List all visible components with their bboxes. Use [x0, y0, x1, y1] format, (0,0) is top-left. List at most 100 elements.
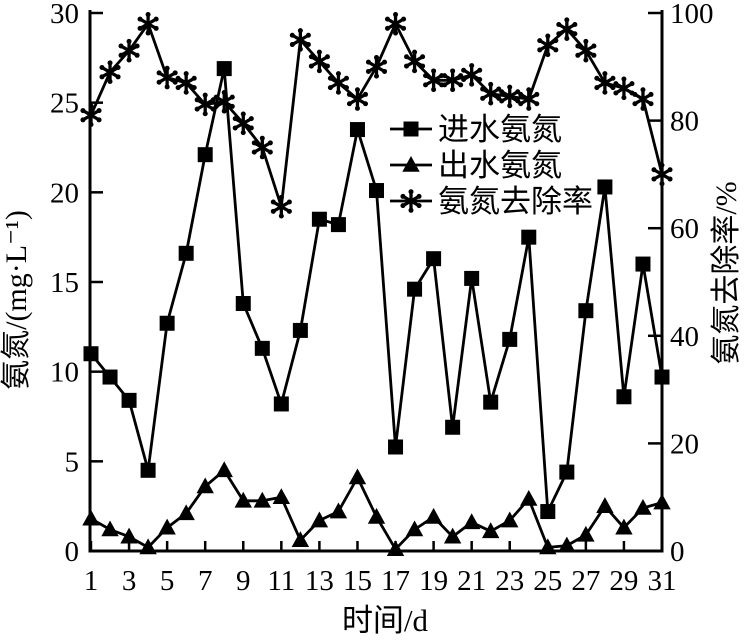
x-tick-label: 17: [381, 565, 410, 597]
square-marker-icon: [654, 369, 670, 385]
asterisk-marker-icon: [346, 87, 369, 111]
x-tick-label: 13: [305, 565, 334, 597]
legend-asterisk-icon: [400, 189, 422, 213]
triangle-marker-icon: [196, 477, 214, 494]
square-marker-icon: [483, 394, 499, 410]
triangle-marker-icon: [120, 527, 138, 544]
square-marker-icon: [102, 369, 118, 385]
y-left-tick-label: 0: [65, 536, 80, 568]
asterisk-marker-icon: [613, 76, 635, 101]
triangle-marker-icon: [234, 491, 252, 508]
asterisk-marker-icon: [137, 11, 159, 36]
x-tick-label: 9: [236, 565, 251, 597]
asterisk-marker-icon: [118, 38, 140, 63]
legend-triangle-icon: [402, 156, 420, 172]
asterisk-marker-icon: [499, 84, 521, 109]
legend-item-removal: 氨氮去除率: [390, 184, 593, 219]
legend-item-influent: 进水氨氮: [390, 112, 562, 147]
square-marker-icon: [235, 296, 251, 312]
triangle-marker-icon: [596, 497, 614, 513]
axis-lines: [88, 10, 664, 553]
y-left-tick-label: 30: [50, 0, 79, 30]
triangle-marker-icon: [443, 527, 462, 544]
y-right-tick-label: 80: [670, 106, 699, 138]
asterisk-marker-icon: [575, 38, 597, 63]
legend-item-effluent: 出水氨氮: [390, 148, 562, 183]
triangle-marker-icon: [253, 491, 271, 508]
square-marker-icon: [559, 464, 575, 480]
asterisk-marker-icon: [400, 189, 422, 213]
square-marker-icon: [388, 439, 404, 455]
legend-label-removal: 氨氮去除率: [438, 184, 593, 219]
triangle-marker-icon: [462, 513, 481, 530]
plot-area: 1 3 5 7 9 11 13 15 17 19 21 23 25 27 29 310510152025300…: [50, 0, 714, 597]
x-tick-label: 7: [198, 565, 213, 597]
asterisk-marker-icon: [461, 63, 483, 87]
y-right-tick-label: 20: [670, 428, 699, 460]
square-marker-icon: [597, 179, 613, 195]
triangle-marker-icon: [501, 511, 519, 528]
asterisk-marker-icon: [404, 49, 426, 74]
triangle-marker-icon: [101, 520, 119, 537]
triangle-marker-icon: [348, 468, 367, 485]
asterisk-marker-icon: [175, 71, 197, 95]
asterisk-marker-icon: [594, 71, 616, 95]
y-left-tick-label: 25: [50, 88, 79, 120]
series-triangle: [82, 461, 671, 557]
square-marker-icon: [159, 315, 175, 331]
square-marker-icon: [635, 256, 651, 272]
asterisk-marker-icon: [556, 17, 578, 41]
triangle-marker-icon: [539, 538, 557, 555]
asterisk-marker-icon: [518, 87, 540, 111]
square-marker-icon: [369, 183, 384, 199]
square-marker-icon: [502, 331, 518, 347]
y-left-tick-label: 15: [50, 267, 79, 299]
square-marker-icon: [349, 122, 365, 138]
asterisk-marker-icon: [194, 92, 216, 117]
asterisk-marker-icon: [384, 11, 407, 36]
asterisk-marker-icon: [270, 194, 292, 219]
x-tick-label: 1: [84, 565, 99, 597]
x-axis-title: 时间/d: [342, 603, 429, 638]
series-asterisk: [80, 11, 673, 219]
y-left-tick-label: 20: [50, 177, 79, 209]
y-axis-left-title: 氨氮/(mg·L⁻¹): [0, 210, 33, 390]
series-line: [89, 67, 664, 513]
legend-label-influent: 进水氨氮: [438, 112, 562, 147]
asterisk-marker-icon: [365, 55, 388, 79]
triangle-marker-icon: [272, 488, 291, 504]
triangle-marker-icon: [310, 511, 329, 528]
square-marker-icon: [464, 270, 480, 286]
triangle-marker-icon: [367, 507, 386, 524]
square-marker-icon: [140, 462, 156, 478]
square-marker-icon: [197, 147, 213, 163]
square-marker-icon: [311, 211, 327, 227]
triangle-marker-icon: [653, 493, 671, 510]
triangle-marker-icon: [577, 525, 595, 542]
y-right-tick-label: 100: [670, 0, 714, 30]
asterisk-marker-icon: [251, 135, 273, 160]
triangle-marker-icon: [291, 531, 310, 548]
asterisk-marker-icon: [99, 60, 121, 84]
y-left-tick-label: 10: [50, 357, 79, 389]
asterisk-marker-icon: [308, 49, 330, 74]
triangle-marker-icon: [177, 504, 195, 521]
square-marker-icon: [445, 419, 461, 435]
triangle-marker-icon: [402, 156, 420, 172]
x-tick-label: 5: [160, 565, 175, 597]
x-tick-label: 15: [343, 565, 372, 597]
y-right-tick-label: 60: [670, 213, 699, 245]
asterisk-marker-icon: [651, 162, 673, 187]
square-marker-icon: [292, 322, 308, 338]
triangle-marker-icon: [215, 461, 233, 478]
x-tick-label: 23: [495, 565, 524, 597]
triangle-marker-icon: [520, 489, 538, 506]
x-axis-ticks: 1 3 5 7 9 11 13 15 17 19 21 23 25 27 29 31: [84, 541, 677, 597]
triangle-marker-icon: [558, 536, 576, 553]
triangle-marker-icon: [158, 518, 176, 535]
asterisk-marker-icon: [289, 28, 311, 52]
triangle-marker-icon: [82, 509, 100, 526]
y-axis-right-ticks: 0 20 40 60 80 100: [648, 0, 714, 568]
